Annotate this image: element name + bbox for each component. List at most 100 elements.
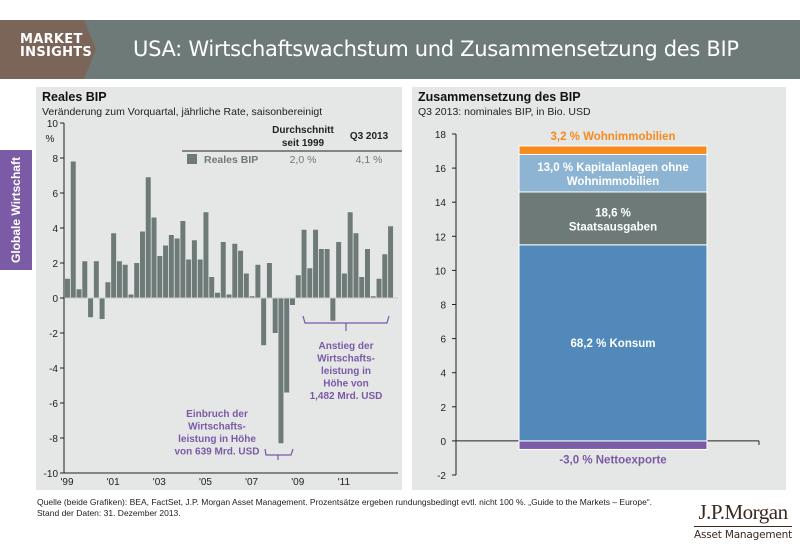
annotation-crash-line: Einbruch der	[186, 409, 248, 420]
legend-swatch-real-gdp	[187, 154, 197, 164]
y-tick-label: 6	[440, 335, 446, 346]
left-panel-subtitle: Veränderung zum Vorquartal, jährliche Ra…	[42, 106, 323, 118]
annotation-crash-line: Wirtschafts-	[188, 422, 246, 433]
y-tick-label: 4	[440, 369, 446, 380]
bracket-rise	[302, 315, 390, 331]
annotation-rise-line: Anstieg der	[318, 341, 373, 352]
gdp-bar	[255, 264, 261, 298]
page-title: USA: Wirtschaftswachstum und Zusammenset…	[133, 37, 739, 61]
gdp-bar	[382, 254, 388, 298]
table-q3-value: 4,1 %	[356, 154, 383, 166]
gdp-bar	[180, 221, 186, 298]
gdp-bar	[388, 226, 394, 298]
badge-line2: INSIGHTS	[20, 45, 93, 60]
gdp-bar	[82, 261, 88, 298]
gdp-bar	[134, 263, 140, 298]
gdp-bar	[336, 242, 342, 298]
y-tick-label: -6	[49, 399, 58, 410]
gdp-bar	[330, 298, 336, 321]
segment-label-line1: 13,0 % Kapitalanlagen ohne	[537, 162, 688, 174]
gdp-bar	[243, 273, 249, 298]
gdp-bar	[347, 212, 353, 298]
gdp-composition-chart: 18 16 14 12 10 8 6 4 2 0 -2 -3,0 % Nettoexporte 68,…	[435, 130, 760, 482]
gdp-bar	[105, 282, 111, 298]
gdp-bar	[365, 249, 370, 298]
right-panel-gdp-composition: Zusammensetzung des BIP Q3 2013: nominal…	[412, 87, 786, 490]
y-tick-label: -2	[49, 329, 58, 340]
footer-source-text: Quelle (beide Grafiken): BEA, FactSet, J…	[37, 497, 653, 507]
segment-wohnimmobilien	[518, 145, 708, 155]
gdp-bar	[99, 298, 105, 319]
x-tick-label: '11	[338, 477, 351, 488]
gdp-bar	[163, 245, 169, 298]
gdp-bar	[324, 249, 330, 298]
gdp-bar	[157, 256, 163, 298]
y-tick-label: 2	[52, 259, 58, 270]
x-tick-label: '03	[153, 477, 166, 488]
logo-main: J.P.Morgan	[694, 500, 793, 527]
x-tick-label: '05	[199, 477, 212, 488]
gdp-bar	[209, 277, 215, 298]
x-tick-label: '09	[291, 477, 304, 488]
market-insights-badge	[0, 20, 96, 79]
segment-staatsausgaben	[518, 191, 708, 246]
y-tick-label: 4	[52, 224, 58, 235]
gdp-bar	[116, 261, 122, 298]
y-tick-label: -8	[49, 434, 58, 445]
y-tick-label: 12	[435, 232, 447, 243]
gdp-bar	[261, 298, 267, 346]
gdp-bar	[220, 242, 226, 298]
segment-label-line1: 18,6 %	[595, 207, 631, 219]
gdp-bar	[93, 261, 99, 298]
annotation-rise-line: leistung in	[321, 366, 371, 377]
table-header-q3: Q3 2013	[350, 131, 389, 142]
annotation-rise-line: Höhe von	[323, 379, 369, 390]
y-tick-label: 6	[52, 189, 58, 200]
gdp-bar	[290, 298, 295, 305]
gdp-bar	[301, 229, 307, 298]
footer-source: Quelle (beide Grafiken): BEA, FactSet, J…	[37, 497, 652, 519]
y-tick-label: 2	[440, 403, 446, 414]
y-tick-label: -10	[44, 469, 59, 480]
gdp-bar	[122, 264, 128, 298]
y-tick-label: -4	[49, 364, 58, 375]
y-axis-unit: %	[46, 134, 55, 145]
y-tick-label: 0	[440, 437, 446, 448]
gdp-bar	[111, 233, 117, 298]
gdp-bar	[203, 212, 209, 298]
side-tab-label: Globale Wirtschaft	[9, 157, 23, 263]
annotation-rise-line: Wirtschafts-	[317, 354, 375, 365]
gdp-bar	[249, 296, 255, 298]
x-tick-label: '01	[107, 477, 120, 488]
annotation-rise: Anstieg der Wirtschafts-leistung in Höhe v…	[310, 341, 383, 402]
gdp-bar	[272, 298, 278, 333]
right-panel-subtitle: Q3 2013: nominales BIP, in Bio. USD	[418, 106, 591, 118]
y-tick-label: 8	[52, 154, 58, 165]
x-tick-label: '99	[60, 477, 73, 488]
gdp-bar	[151, 217, 157, 298]
side-tab-globale-wirtschaft[interactable]: Globale Wirtschaft	[0, 150, 32, 270]
annotation-crash-line: von 639 Mrd. USD	[174, 447, 259, 458]
table-avg-value: 2,0 %	[290, 154, 317, 166]
gdp-bar	[186, 259, 192, 298]
label-nettoexporte: -3,0 % Nettoexporte	[559, 454, 666, 466]
logo-sub: Asset Management	[694, 529, 793, 541]
gdp-bar	[145, 177, 151, 298]
gdp-bar	[88, 298, 94, 318]
gdp-bar	[140, 231, 145, 298]
header-bar	[0, 20, 800, 79]
gdp-bar	[65, 278, 70, 298]
segment-label-line2: Wohnimmobilien	[567, 176, 659, 188]
annotation-crash-line: leistung in Höhe	[178, 434, 256, 445]
segment-nettoexporte	[518, 440, 708, 450]
y-tick-label: 14	[435, 198, 447, 209]
jpmorgan-logo: J.P.Morgan Asset Management	[694, 500, 792, 541]
real-gdp-chart: 1086420-2-4-6-8-10'99'01'03'05'07'09'11 …	[44, 119, 402, 488]
x-tick-label: '07	[245, 477, 258, 488]
gdp-bar	[284, 298, 290, 393]
label-wohnimmobilien: 3,2 % Wohnimmobilien	[550, 131, 675, 143]
gdp-bar	[232, 243, 238, 298]
gdp-bar	[238, 250, 244, 298]
footer-date: Stand der Daten: 31. Dezember 2013.	[37, 508, 181, 518]
gdp-bar	[307, 268, 313, 298]
